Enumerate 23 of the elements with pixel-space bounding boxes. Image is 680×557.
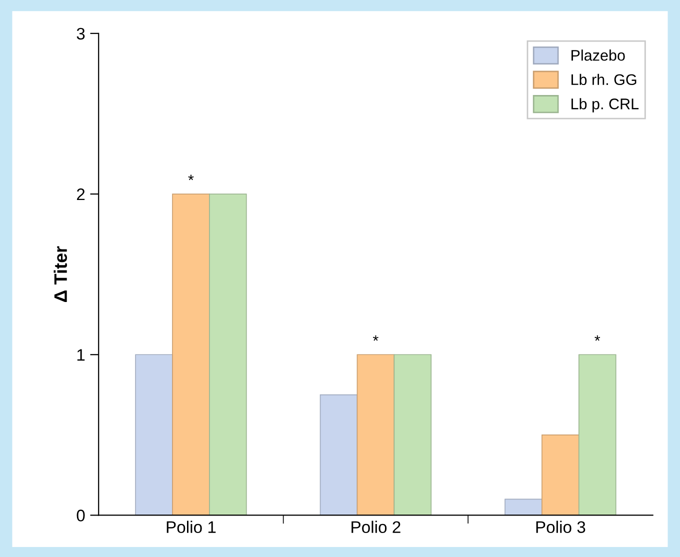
data-label: * bbox=[594, 335, 600, 341]
legend-label: Lb rh. GG bbox=[572, 74, 636, 86]
x-tick-label: Polio 2 bbox=[352, 520, 400, 534]
bar bbox=[578, 354, 616, 516]
data-label: * bbox=[372, 335, 378, 341]
bar bbox=[542, 434, 580, 516]
x-tick-label: Polio 1 bbox=[166, 520, 216, 534]
y-tick-label: 2 bbox=[76, 188, 85, 200]
bar bbox=[394, 354, 432, 516]
bar bbox=[504, 498, 542, 516]
y-axis-title: Δ Titer bbox=[54, 246, 68, 302]
bar bbox=[209, 194, 247, 516]
legend-label: Lb p. CRL bbox=[572, 98, 639, 112]
bar bbox=[320, 394, 358, 516]
x-tick-label: Polio 3 bbox=[536, 520, 586, 534]
legend-label: Plazebo bbox=[572, 50, 625, 61]
data-label: * bbox=[188, 174, 194, 180]
y-tick-label: 3 bbox=[76, 28, 85, 40]
bar bbox=[172, 194, 210, 516]
bar bbox=[135, 354, 173, 516]
bar bbox=[356, 354, 395, 516]
y-tick-label: 1 bbox=[77, 349, 85, 361]
y-tick-label: 0 bbox=[76, 510, 85, 522]
